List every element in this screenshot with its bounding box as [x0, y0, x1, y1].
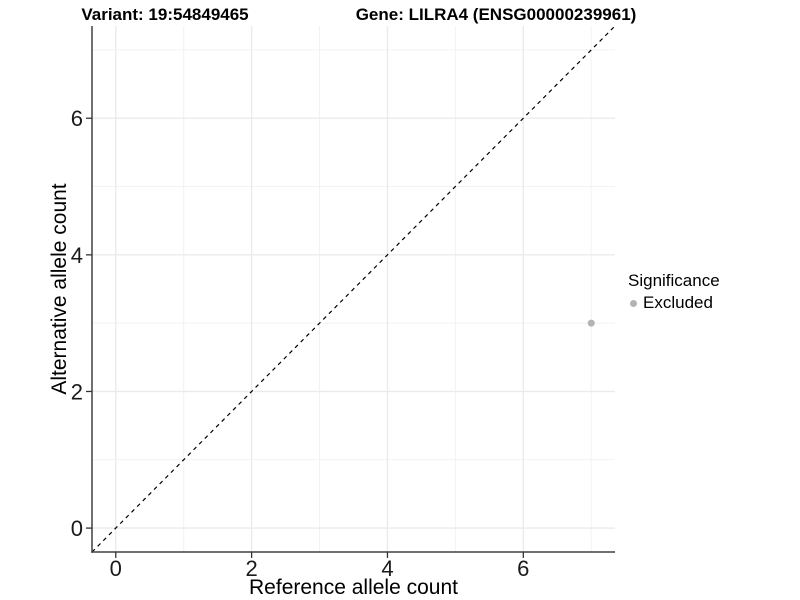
- plot-title-gene: Gene: LILRA4 (ENSG00000239961): [355, 5, 637, 24]
- y-tick-label: 6: [71, 106, 83, 131]
- y-axis-title: Alternative allele count: [48, 183, 71, 395]
- x-tick-label: 6: [517, 556, 529, 581]
- x-tick-label: 4: [381, 556, 393, 581]
- x-tick-label: 0: [110, 556, 122, 581]
- data-point: [587, 319, 595, 327]
- plot-title-variant: Variant: 19:54849465: [81, 5, 249, 24]
- y-tick-label: 4: [71, 243, 83, 268]
- y-tick-label: 2: [71, 379, 83, 404]
- y-tick-label: 0: [71, 516, 83, 541]
- identity-line: [91, 25, 616, 553]
- legend-entry-excluded: Excluded: [628, 294, 720, 312]
- x-axis-title: Reference allele count: [249, 576, 458, 599]
- legend-entry-label: Excluded: [643, 293, 713, 312]
- legend-point-icon: [630, 299, 637, 307]
- legend-title: Significance: [628, 271, 720, 290]
- x-tick-label: 2: [245, 556, 257, 581]
- legend: Significance Excluded: [628, 271, 720, 312]
